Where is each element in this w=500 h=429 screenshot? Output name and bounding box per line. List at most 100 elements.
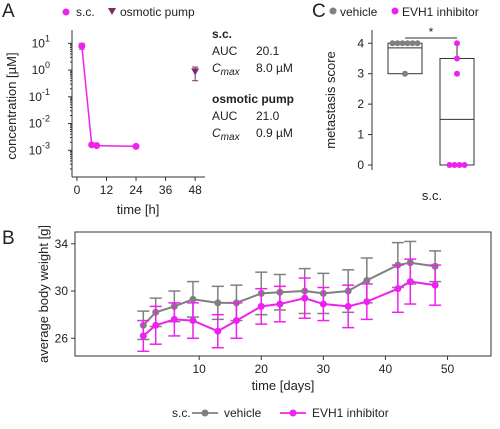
panel-c-y-tick-label: 2 xyxy=(357,97,364,111)
legend-b-evh1-label: EVH1 inhibitor xyxy=(312,406,389,420)
panel-b-y-title: average body weight [g] xyxy=(36,225,51,363)
legend-pump-label: osmotic pump xyxy=(120,5,195,19)
panel-b-point xyxy=(394,285,402,293)
panel-b-series-line xyxy=(142,261,436,326)
panel-b-point xyxy=(431,281,439,289)
panel-c-letter: C xyxy=(312,1,326,22)
panel-c-point xyxy=(394,40,401,47)
stats-sc-cmax-label: Cmax xyxy=(212,61,241,78)
panel-c-y-ticks: 0 1 2 3 4 xyxy=(357,36,372,172)
panel-a-x-tick-label: 36 xyxy=(159,183,173,197)
panel-a-x-tick-label: 0 xyxy=(74,183,81,197)
panel-c-y-title: metastasis score xyxy=(323,51,338,149)
panel-b-x-tick-label: 30 xyxy=(317,362,331,376)
panel-a-legend: s.c. osmotic pump xyxy=(62,5,195,19)
stats-sc-heading: s.c. xyxy=(212,27,232,41)
panel-b-y-tick-label: 34 xyxy=(55,237,69,251)
panel-c-point xyxy=(454,70,460,77)
legend-b-evh1-marker xyxy=(289,409,297,417)
panel-a-series-line xyxy=(81,45,137,148)
panel-a-letter: A xyxy=(2,1,15,22)
panel-a-point xyxy=(132,142,140,150)
panel-a-data xyxy=(78,42,200,150)
stats-pump-auc-value: 21.0 xyxy=(256,109,280,123)
panel-b-legend: s.c. vehicle EVH1 inhibitor xyxy=(172,406,389,420)
panel-b-point xyxy=(301,294,309,302)
panel-a-point xyxy=(78,42,86,50)
significance-marker: * xyxy=(429,25,434,39)
panel-b-point xyxy=(257,302,265,310)
panel-b-y-ticks: 26 30 34 xyxy=(55,237,75,345)
panel-c-point xyxy=(399,40,406,47)
panel-a-y-ticks: 101 100 10-1 10-2 10-3 xyxy=(29,33,72,170)
panel-b-x-title: time [days] xyxy=(252,378,315,393)
panel-a-x-tick-label: 12 xyxy=(100,183,114,197)
panel-a-y-tick-label: 10-1 xyxy=(29,87,50,104)
panel-a-point xyxy=(191,68,200,76)
panel-b-point xyxy=(189,317,197,325)
panel-c-data xyxy=(387,40,475,168)
panel-b-y-tick-label: 30 xyxy=(55,284,69,298)
panel-b-point xyxy=(139,332,147,340)
panel-c-point xyxy=(402,70,408,77)
legend-evh1-label: EVH1 inhibitor xyxy=(402,5,479,19)
legend-b-vehicle-label: vehicle xyxy=(224,406,262,420)
panel-b-point xyxy=(406,278,414,286)
panel-c-point xyxy=(389,40,396,47)
panel-a-x-title: time [h] xyxy=(117,202,160,217)
panel-b-x-tick-label: 50 xyxy=(441,362,455,376)
stats-pump-auc-label: AUC xyxy=(212,109,238,123)
panel-b-x-tick-label: 40 xyxy=(379,362,393,376)
panel-b-data xyxy=(137,240,442,353)
panel-c-point xyxy=(454,40,460,47)
panel-b-point xyxy=(170,315,178,323)
legend-vehicle-label: vehicle xyxy=(340,5,378,19)
panel-c-point xyxy=(414,40,421,47)
panel-c: C vehicle EVH1 inhibitor 0 1 2 3 4 * metasta… xyxy=(312,1,479,203)
panel-b-y-tick-label: 26 xyxy=(55,331,69,345)
panel-a-x-tick-label: 48 xyxy=(188,183,202,197)
panel-c-x-label: s.c. xyxy=(422,188,442,203)
panel-a-y-tick-label: 100 xyxy=(32,60,50,77)
panel-b-point xyxy=(214,299,222,307)
panel-b-letter: B xyxy=(2,228,15,249)
panel-c-point xyxy=(461,162,468,168)
panel-a-y-title: concentration [µM] xyxy=(4,52,19,159)
panel-c-point xyxy=(404,40,411,47)
stats-sc-auc-label: AUC xyxy=(212,44,238,58)
panel-a-y-tick-label: 10-2 xyxy=(29,114,50,131)
panel-b: B 26 30 34 10 20 30 40 50 average body weight … xyxy=(2,225,492,420)
panel-c-point xyxy=(456,162,463,168)
panel-c-point xyxy=(454,55,460,62)
legend-b-vehicle-marker xyxy=(201,409,209,417)
panel-b-x-tick-label: 10 xyxy=(192,362,206,376)
stats-pump-cmax-value: 0.9 µM xyxy=(256,126,293,140)
panel-c-point xyxy=(446,162,453,168)
panel-b-point xyxy=(319,300,327,308)
panel-a-y-tick-label: 101 xyxy=(32,33,50,50)
legend-sc-label: s.c. xyxy=(76,5,95,19)
panel-b-frame xyxy=(74,231,492,357)
panel-a-x-tick-label: 24 xyxy=(129,183,143,197)
panel-c-y-tick-label: 4 xyxy=(357,36,364,50)
panel-a: A s.c. osmotic pump 101 100 10-1 10-2 10-3 0… xyxy=(2,1,294,217)
stats-sc-cmax-value: 8.0 µM xyxy=(256,61,293,75)
panel-c-point xyxy=(409,40,416,47)
panel-a-point xyxy=(93,142,101,150)
panel-c-y-tick-label: 0 xyxy=(357,158,364,172)
panel-b-point xyxy=(152,321,160,329)
panel-c-y-tick-label: 3 xyxy=(357,67,364,81)
panel-b-point xyxy=(214,327,222,335)
panel-b-point xyxy=(363,276,371,284)
stats-pump-cmax-label: Cmax xyxy=(212,126,241,143)
panel-b-point xyxy=(232,317,240,325)
panel-a-y-tick-label: 10-3 xyxy=(29,140,50,157)
panel-c-legend: vehicle EVH1 inhibitor xyxy=(329,5,479,19)
panel-b-point xyxy=(276,300,284,308)
legend-evh1-marker xyxy=(391,7,399,15)
panel-a-x-ticks: 0 12 24 36 48 xyxy=(74,177,202,197)
legend-sc-marker xyxy=(62,8,70,16)
stats-sc-auc-value: 20.1 xyxy=(256,44,280,58)
legend-vehicle-marker xyxy=(329,7,337,15)
